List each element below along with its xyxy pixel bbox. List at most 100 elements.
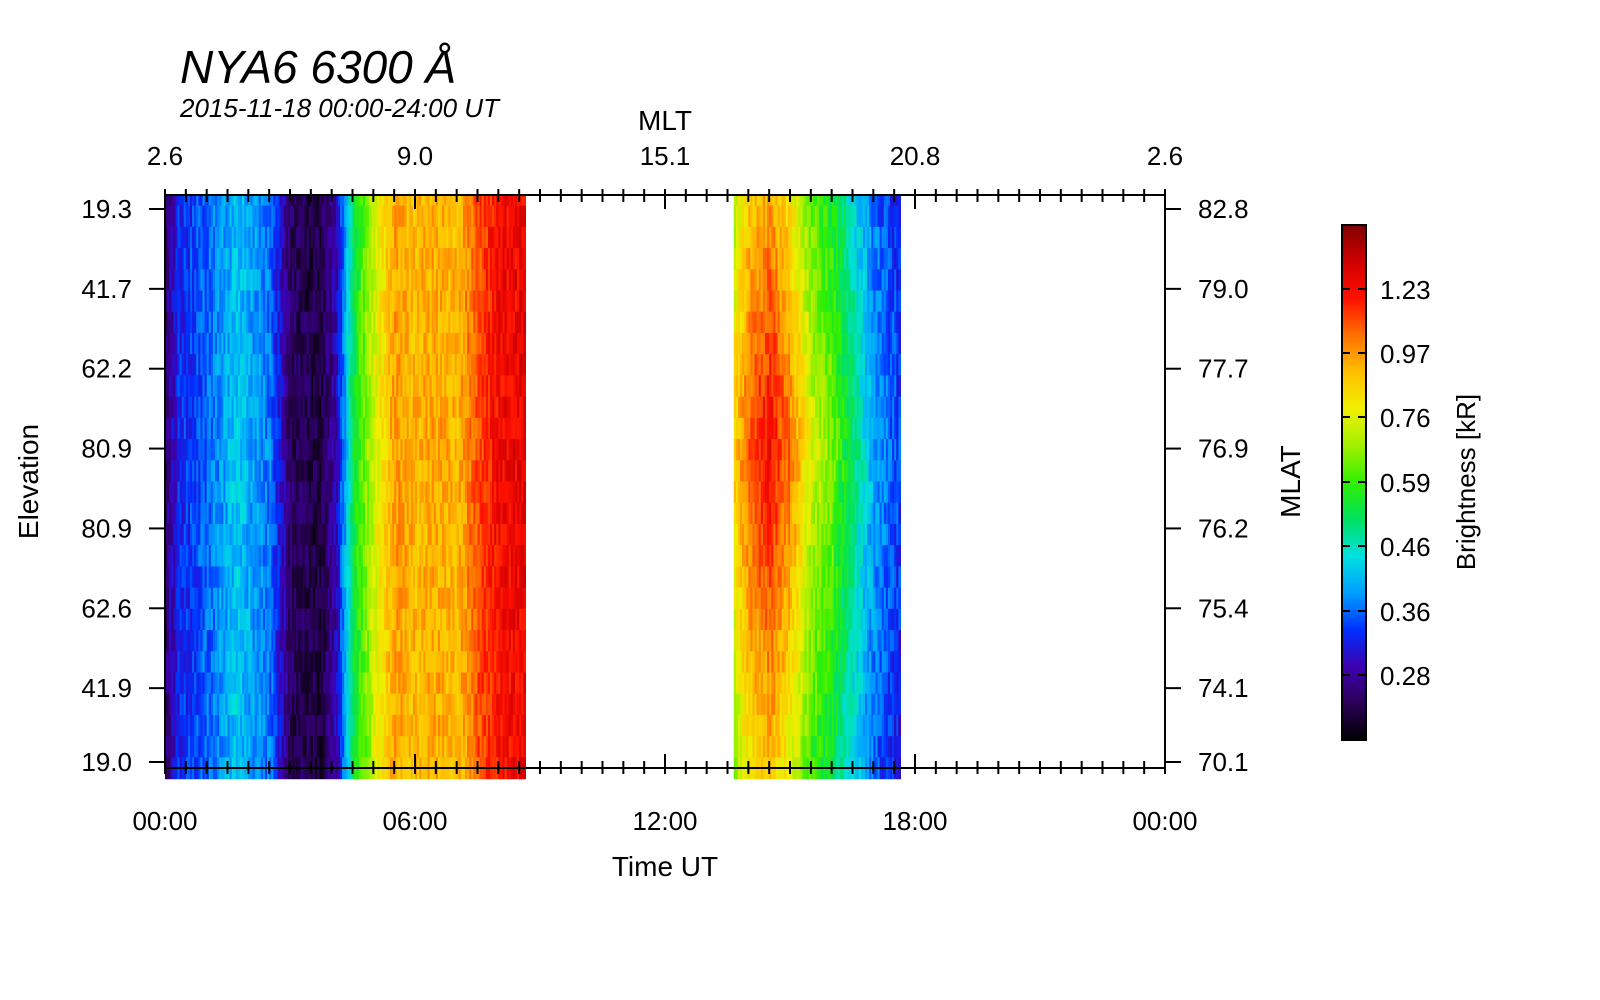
heatmap-cell — [229, 290, 233, 313]
heatmap-cell — [258, 205, 262, 228]
heatmap-cell — [369, 311, 372, 334]
heatmap-cell — [250, 630, 254, 652]
heatmap-cell — [210, 205, 214, 228]
heatmap-cell — [335, 375, 339, 398]
heatmap-cell — [373, 226, 377, 249]
heatmap-cell — [358, 545, 362, 567]
heatmap-cell — [475, 587, 479, 610]
heatmap-cell — [240, 630, 243, 652]
heatmap-cell — [735, 608, 739, 631]
heatmap-cell — [265, 205, 268, 228]
heatmap-cell — [421, 311, 424, 334]
heatmap-cell — [342, 354, 345, 376]
heatmap-cell — [323, 417, 327, 440]
heatmap-cell — [392, 481, 395, 504]
heatmap-cell — [365, 714, 368, 737]
heatmap-cell — [521, 502, 524, 525]
heatmap-cell — [217, 332, 220, 355]
heatmap-cell — [281, 375, 285, 398]
heatmap-cell — [460, 439, 464, 461]
heatmap-cell — [196, 587, 199, 610]
heatmap-cell — [252, 439, 256, 461]
heatmap-cell — [217, 226, 220, 249]
heatmap-cell — [354, 608, 358, 631]
heatmap-cell — [181, 332, 185, 355]
heatmap-cell — [485, 311, 489, 334]
heatmap-cell — [406, 481, 410, 504]
heatmap-cell — [408, 269, 412, 292]
heatmap-cell — [246, 587, 249, 610]
heatmap-cell — [219, 545, 222, 567]
heatmap-cell — [446, 439, 449, 461]
heatmap-cell — [298, 375, 302, 398]
heatmap-cell — [294, 523, 297, 546]
heatmap-cell — [237, 332, 241, 355]
heatmap-cell — [212, 248, 216, 270]
heatmap-cell — [185, 523, 189, 546]
heatmap-cell — [356, 630, 360, 652]
heatmap-cell — [506, 248, 510, 270]
heatmap-cell — [733, 311, 737, 334]
heatmap-cell — [175, 481, 179, 504]
heatmap-cell — [448, 269, 452, 292]
heatmap-cell — [256, 417, 260, 440]
heatmap-cell — [331, 417, 335, 440]
heatmap-cell — [262, 672, 266, 695]
heatmap-cell — [327, 417, 331, 440]
heatmap-cell — [269, 566, 272, 589]
heatmap-cell — [429, 736, 433, 758]
heatmap-cell — [248, 502, 252, 525]
heatmap-cell — [254, 290, 258, 313]
heatmap-cell — [356, 290, 360, 313]
heatmap-cell — [177, 205, 181, 228]
heatmap-cell — [408, 502, 412, 525]
heatmap-cell — [406, 566, 410, 589]
heatmap-cell — [310, 460, 314, 483]
heatmap-cell — [519, 439, 522, 461]
heatmap-cell — [515, 693, 518, 716]
heatmap-cell — [304, 672, 308, 695]
heatmap-cell — [196, 651, 199, 674]
heatmap-cell — [323, 205, 327, 228]
heatmap-cell — [246, 396, 249, 419]
heatmap-cell — [267, 226, 270, 249]
heatmap-cell — [496, 439, 499, 461]
heatmap-cell — [340, 332, 343, 355]
heatmap-cell — [490, 417, 493, 440]
heatmap-cell — [221, 439, 224, 461]
heatmap-cell — [371, 439, 374, 461]
heatmap-cell — [217, 523, 220, 546]
heatmap-cell — [473, 460, 477, 483]
heatmap-cell — [425, 545, 429, 567]
heatmap-cell — [292, 354, 295, 376]
heatmap-cell — [458, 587, 462, 610]
heatmap-cell — [390, 460, 393, 483]
heatmap-cell — [208, 269, 212, 292]
heatmap-cell — [465, 311, 468, 334]
heatmap-cell — [225, 545, 229, 567]
heatmap-cell — [369, 566, 372, 589]
heatmap-cell — [396, 290, 399, 313]
heatmap-cell — [437, 332, 441, 355]
heatmap-cell — [425, 736, 429, 758]
heatmap-cell — [233, 672, 237, 695]
heatmap-cell — [202, 417, 206, 440]
heatmap-cell — [400, 354, 404, 376]
heatmap-cell — [250, 651, 254, 674]
heatmap-cell — [281, 248, 285, 270]
heatmap-cell — [481, 354, 485, 376]
heatmap-cell — [375, 417, 379, 440]
heatmap-cell — [735, 481, 739, 504]
heatmap-cell — [367, 736, 370, 758]
heatmap-cell — [287, 672, 291, 695]
heatmap-cell — [454, 693, 458, 716]
heatmap-cell — [435, 502, 439, 525]
heatmap-cell — [308, 205, 312, 228]
heatmap-cell — [390, 608, 393, 631]
heatmap-cell — [390, 354, 393, 376]
heatmap-cell — [308, 226, 312, 249]
heatmap-cell — [177, 396, 181, 419]
heatmap-cell — [246, 630, 249, 652]
heatmap-cell — [492, 736, 495, 758]
heatmap-cell — [735, 651, 739, 674]
